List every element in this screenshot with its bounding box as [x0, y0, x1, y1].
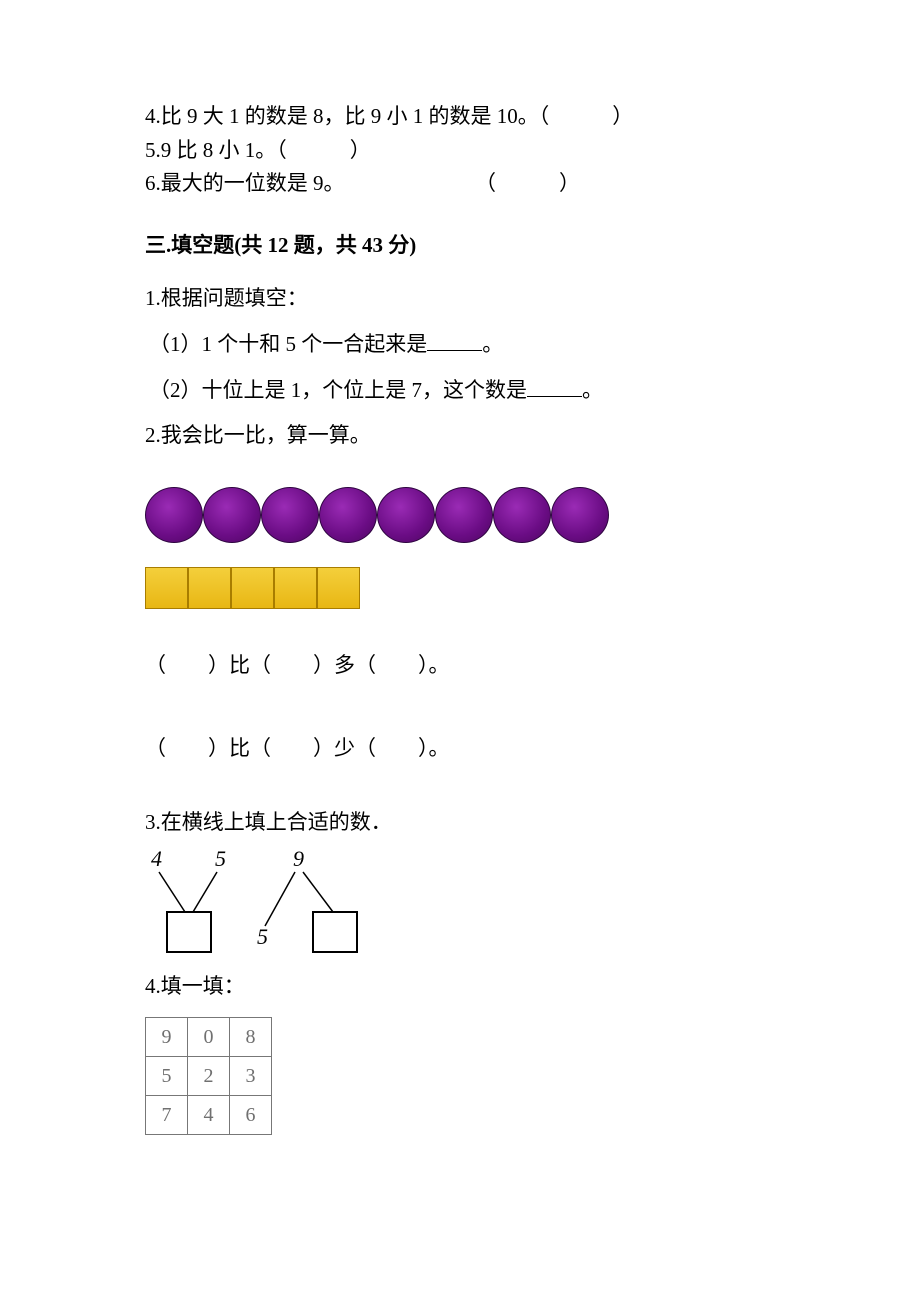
bond-line: [159, 872, 185, 912]
purple-circle: [435, 487, 493, 543]
q3: 3.在横线上填上合适的数． 4 5 9 5: [145, 806, 790, 958]
table-cell: 4: [188, 1096, 230, 1135]
q1: 1.根据问题填空： （1）1 个十和 5 个一合起来是。 （2）十位上是 1，个…: [145, 282, 790, 407]
table-cell: 0: [188, 1018, 230, 1057]
bond-line: [265, 872, 295, 926]
table-cell: 6: [230, 1096, 272, 1135]
yellow-square: [231, 567, 274, 609]
q1-sub1: （1）1 个十和 5 个一合起来是 。: [145, 328, 790, 362]
q2-squares-row: [145, 567, 790, 609]
purple-circle: [203, 487, 261, 543]
bond-num-5b: 5: [257, 924, 268, 949]
q4-stem: 4.填一填：: [145, 970, 790, 1004]
table-cell: 2: [188, 1057, 230, 1096]
yellow-square: [274, 567, 317, 609]
q1-sub1-pre: （1）1 个十和 5 个一合起来是: [149, 332, 427, 356]
table-cell: 5: [146, 1057, 188, 1096]
number-bond-diagram: 4 5 9 5: [145, 848, 375, 958]
bond-line: [193, 872, 217, 912]
bond-answer-box[interactable]: [313, 912, 357, 952]
fill-blank[interactable]: [427, 329, 482, 351]
worksheet-page: 4.比 9 大 1 的数是 8，比 9 小 1 的数是 10。（ ） 5.9 比…: [0, 0, 920, 1233]
q1-sub1-post: 。: [482, 332, 503, 356]
fill-blank[interactable]: [527, 375, 582, 397]
tf-item-6: 6.最大的一位数是 9。 （ ）: [145, 167, 790, 201]
q4: 4.填一填： 908523746: [145, 970, 790, 1136]
table-row: 746: [146, 1096, 272, 1135]
q1-stem: 1.根据问题填空：: [145, 282, 790, 316]
q1-sub2-pre: （2）十位上是 1，个位上是 7，这个数是: [149, 378, 527, 402]
yellow-square: [145, 567, 188, 609]
q3-stem: 3.在横线上填上合适的数．: [145, 806, 790, 840]
bond-num-5: 5: [215, 848, 226, 871]
q1-sub2: （2）十位上是 1，个位上是 7，这个数是 。: [145, 374, 790, 408]
q2-compare-more: （ ）比（ ）多（ ）。: [145, 649, 790, 683]
q4-table: 908523746: [145, 1017, 272, 1135]
tf-item-6-text: 6.最大的一位数是 9。: [145, 171, 345, 195]
purple-circle: [261, 487, 319, 543]
bond-answer-box[interactable]: [167, 912, 211, 952]
table-cell: 9: [146, 1018, 188, 1057]
table-cell: 8: [230, 1018, 272, 1057]
section-3-title: 三.填空题(共 12 题，共 43 分): [145, 229, 790, 263]
q2-circles-row: [145, 487, 790, 543]
q2: 2.我会比一比，算一算。 （ ）比（ ）多（ ）。 （ ）比（ ）少（ ）。: [145, 419, 790, 766]
yellow-square: [317, 567, 360, 609]
table-cell: 7: [146, 1096, 188, 1135]
purple-circle: [377, 487, 435, 543]
bond-line: [303, 872, 333, 912]
table-row: 523: [146, 1057, 272, 1096]
q2-compare-less: （ ）比（ ）少（ ）。: [145, 732, 790, 766]
tf-item-6-paren: （ ）: [475, 171, 580, 195]
purple-circle: [551, 487, 609, 543]
bond-num-4: 4: [151, 848, 162, 871]
purple-circle: [319, 487, 377, 543]
purple-circle: [493, 487, 551, 543]
q1-sub2-post: 。: [582, 378, 603, 402]
q2-stem: 2.我会比一比，算一算。: [145, 419, 790, 453]
bond-num-9: 9: [293, 848, 304, 871]
purple-circle: [145, 487, 203, 543]
yellow-square: [188, 567, 231, 609]
tf-item-5: 5.9 比 8 小 1。（ ）: [145, 134, 790, 168]
tf-item-4: 4.比 9 大 1 的数是 8，比 9 小 1 的数是 10。（ ）: [145, 100, 790, 134]
table-row: 908: [146, 1018, 272, 1057]
table-cell: 3: [230, 1057, 272, 1096]
